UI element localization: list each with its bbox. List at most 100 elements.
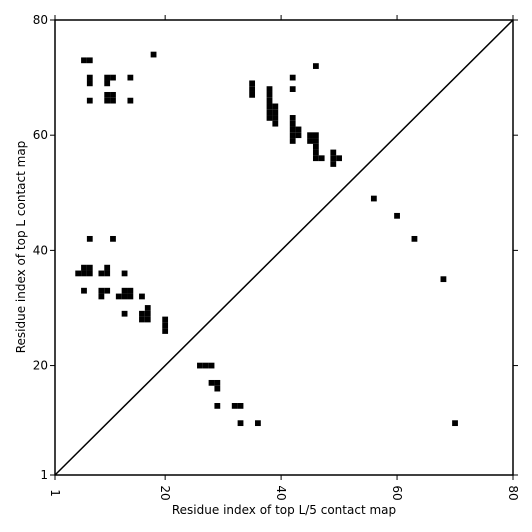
axis-ticks <box>50 15 518 480</box>
contact-cell-upper-left <box>289 74 296 81</box>
contact-cell-upper-left <box>249 91 256 98</box>
contact-cell-upper-left <box>289 120 296 127</box>
contact-cell-upper-left <box>312 143 319 150</box>
contact-cell-upper-left <box>289 86 296 92</box>
contact-cell-lower-left <box>98 270 105 277</box>
contact-cell-lower-left <box>127 293 134 300</box>
contact-cell-lower-left <box>86 270 93 277</box>
contact-cell-upper-left <box>150 51 157 58</box>
contact-cell-lower-left <box>237 403 244 409</box>
x-tick-label: 80 <box>506 485 520 500</box>
contact-cell-upper-left <box>266 86 273 92</box>
contact-cell-upper-left <box>330 155 337 162</box>
contact-cells <box>75 51 458 427</box>
contact-cell-upper-left <box>127 74 134 81</box>
contact-cell-lower-left <box>104 270 111 277</box>
contact-cell-lower-left <box>214 385 221 392</box>
contact-cell-upper-left <box>312 63 319 69</box>
diagonal-line <box>54 19 514 476</box>
contact-cell-lower-left <box>214 379 221 386</box>
contact-cell-upper-left <box>104 97 111 104</box>
contact-cell-upper-left <box>266 91 273 98</box>
contact-cell-lower-left <box>81 287 87 294</box>
contact-cell-upper-left <box>307 138 313 144</box>
contact-cell-upper-left <box>266 109 273 116</box>
contact-cell-lower-left <box>81 270 87 277</box>
x-tick-label: 40 <box>274 485 288 500</box>
contact-cell-upper-left <box>289 132 296 139</box>
contact-cell-upper-left <box>110 74 116 81</box>
y-tick-label: 60 <box>33 128 48 142</box>
contact-cell-lower-left <box>121 287 128 294</box>
contact-cell-upper-left <box>295 132 302 139</box>
contact-cell-upper-left <box>110 91 116 98</box>
contact-cell-lower-left <box>98 293 105 300</box>
contact-cell-upper-left <box>86 97 93 104</box>
contact-cell-lower-left <box>144 305 151 311</box>
contact-cell-lower-left <box>121 293 128 300</box>
contact-cell-lower-left <box>75 270 82 277</box>
contact-cell-lower-left <box>214 403 221 409</box>
contact-cell-lower-left <box>162 316 169 323</box>
y-tick-label: 80 <box>33 13 48 27</box>
contact-cell-upper-left <box>272 103 279 110</box>
contact-cell-upper-left <box>289 115 296 121</box>
contact-cell-upper-left <box>307 132 313 139</box>
contact-cell-lower-left <box>98 287 105 294</box>
contact-cell-lower-left <box>127 287 134 294</box>
contact-cell-upper-left <box>440 276 447 283</box>
contact-cell-upper-left <box>81 57 87 64</box>
contact-cell-lower-left <box>110 235 116 242</box>
contact-cell-upper-left <box>336 155 342 162</box>
contact-cell-upper-left <box>289 126 296 133</box>
contact-cell-lower-left <box>86 235 93 242</box>
x-tick-label: 60 <box>390 485 404 500</box>
plot-frame <box>54 19 514 476</box>
contact-cell-upper-left <box>394 212 400 219</box>
contact-cell-lower-left <box>162 328 169 334</box>
y-tick-label: 20 <box>33 359 48 373</box>
contact-cell-upper-left <box>330 149 337 156</box>
contact-cell-lower-left <box>202 362 209 369</box>
contact-cell-upper-left <box>295 126 302 133</box>
contact-cell-lower-left <box>144 310 151 317</box>
contact-cell-upper-left <box>249 86 256 92</box>
y-tick-label: 1 <box>40 468 48 482</box>
contact-cell-lower-left <box>81 264 87 271</box>
contact-cell-upper-left <box>330 161 337 167</box>
contact-cell-upper-left <box>104 74 111 81</box>
contact-cell-upper-left <box>312 149 319 156</box>
contact-cell-upper-left <box>86 74 93 81</box>
contact-cell-upper-left <box>289 138 296 144</box>
contact-cell-lower-left <box>139 310 145 317</box>
contact-cell-upper-left <box>318 155 325 162</box>
contact-cell-upper-left <box>370 195 377 202</box>
contact-cell-lower-left <box>452 420 458 427</box>
contact-cell-upper-left <box>127 97 134 104</box>
contact-cell-upper-left <box>272 120 279 127</box>
y-axis-label: Residue index of top L contact map <box>14 141 28 354</box>
contact-cell-upper-left <box>266 97 273 104</box>
tick-labels: 1 20 40 60 80 1 20 40 60 80 <box>33 13 520 501</box>
contact-cell-lower-left <box>139 293 145 300</box>
contact-cell-lower-left <box>121 310 128 317</box>
contact-cell-lower-left <box>162 322 169 329</box>
contact-cell-upper-left <box>411 235 418 242</box>
contact-cell-upper-left <box>272 115 279 121</box>
contact-cell-upper-left <box>312 155 319 162</box>
x-tick-label: 20 <box>158 485 172 500</box>
contact-cell-lower-left <box>237 420 244 427</box>
contact-cell-upper-left <box>312 138 319 144</box>
contact-cell-upper-left <box>110 97 116 104</box>
contact-cell-lower-left <box>121 270 128 277</box>
contact-cell-lower-left <box>104 264 111 271</box>
contact-cell-upper-left <box>86 57 93 64</box>
contact-cell-upper-left <box>312 132 319 139</box>
contact-cell-upper-left <box>266 103 273 110</box>
contact-cell-lower-left <box>231 403 238 409</box>
contact-cell-lower-left <box>115 293 122 300</box>
contact-cell-lower-left <box>139 316 145 323</box>
contact-cell-upper-left <box>104 91 111 98</box>
contact-cell-upper-left <box>86 80 93 87</box>
